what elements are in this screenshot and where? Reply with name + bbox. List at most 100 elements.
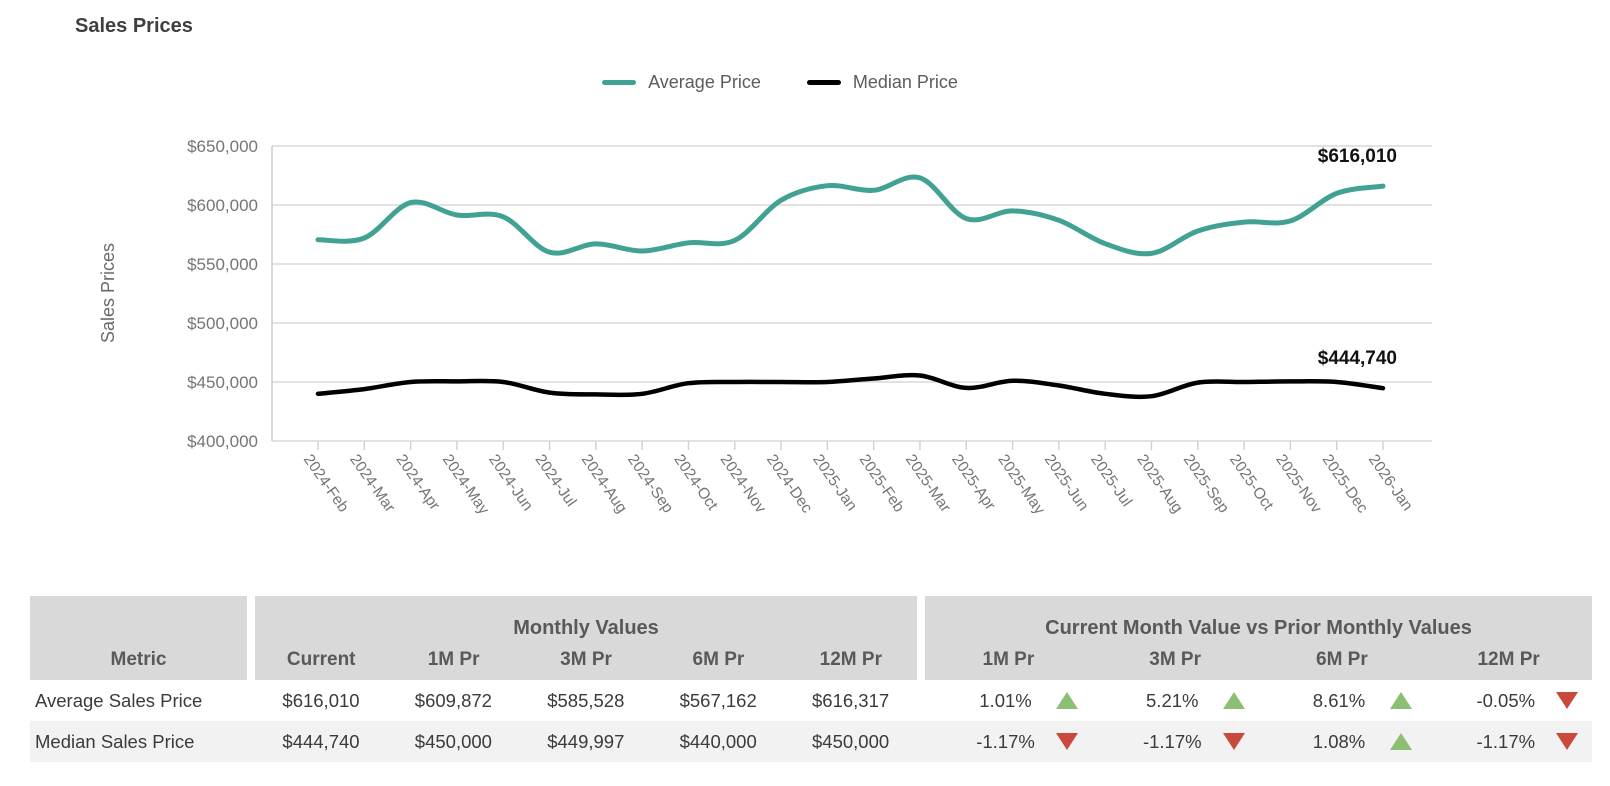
- x-axis-tick-label: 2025-Dec: [1319, 451, 1372, 516]
- y-axis-title: Sales Prices: [98, 243, 118, 343]
- y-axis-tick-label: $400,000: [187, 432, 258, 451]
- x-axis-tick-label: 2024-Jul: [531, 451, 579, 509]
- metric-name: Average Sales Price: [35, 689, 203, 711]
- x-axis-tick-label: 2025-Jun: [1041, 451, 1092, 514]
- comparison-cell: 1.08%: [1259, 721, 1426, 762]
- metric-name: Median Sales Price: [35, 730, 195, 752]
- comparison-cell: -1.17%: [1092, 721, 1259, 762]
- sales-prices-line-chart: $400,000 $450,000 $500,000 $550,000 $600,000…: [98, 137, 1432, 518]
- column-header: 12M Pr: [819, 649, 882, 670]
- arrow-down-icon: [1556, 692, 1579, 709]
- y-axis-tick-label: $550,000: [187, 255, 258, 274]
- x-axis-tick-label: 2024-Feb: [300, 451, 352, 515]
- percent-change-value: 1.08%: [1312, 730, 1366, 752]
- column-header: 3M Pr: [560, 649, 612, 670]
- monthly-values-group-title: Monthly Values: [513, 617, 659, 639]
- monthly-value-cell: $449,997: [547, 730, 625, 752]
- monthly-value-cell: $585,528: [547, 689, 625, 711]
- legend-item[interactable]: Median Price: [806, 72, 958, 93]
- monthly-value-cell: $450,000: [812, 730, 890, 752]
- series-end-value-label: $616,010: [1318, 146, 1397, 167]
- x-axis-tick-label: 2024-Sep: [624, 451, 676, 516]
- column-header: Current: [286, 649, 356, 670]
- monthly-value-cell: $609,872: [414, 689, 492, 711]
- monthly-value-cell: $567,162: [679, 689, 757, 711]
- percent-change-value: 8.61%: [1312, 689, 1366, 711]
- comparison-cell: 8.61%: [1259, 680, 1426, 721]
- x-axis-tick-label: 2024-Apr: [393, 451, 444, 513]
- legend-line-swatch-icon: [602, 80, 637, 85]
- comparison-cell: 1.01%: [925, 680, 1092, 721]
- arrow-down-icon: [1222, 733, 1245, 750]
- column-header: 3M Pr: [1149, 649, 1201, 670]
- legend-label: Median Price: [852, 72, 958, 92]
- x-axis-tick-label: 2026-Jan: [1365, 451, 1416, 514]
- x-axis-tick-label: 2025-May: [994, 451, 1048, 517]
- monthly-value-cell: $616,010: [282, 689, 360, 711]
- x-axis-tick-label: 2025-Sep: [1180, 451, 1232, 516]
- arrow-up-icon: [1222, 692, 1245, 709]
- percent-change-value: 1.01%: [979, 689, 1032, 711]
- legend-item[interactable]: Average Price: [602, 72, 761, 93]
- x-axis-tick-label: 2024-Dec: [763, 451, 816, 516]
- x-axis-tick-label: 2025-Mar: [902, 451, 954, 515]
- series-line-average-price: [315, 174, 1386, 257]
- page-title: Sales Prices: [75, 15, 193, 37]
- comparison-cell: -1.17%: [1425, 721, 1592, 762]
- column-header: 1M Pr: [982, 649, 1035, 670]
- monthly-value-cell: $440,000: [679, 730, 757, 752]
- metric-header-label: Metric: [110, 649, 167, 670]
- monthly-value-cell: $444,740: [282, 730, 360, 752]
- x-axis-tick-label: 2025-Jul: [1087, 451, 1135, 509]
- x-axis-tick-label: 2024-Mar: [346, 451, 398, 515]
- x-axis-tick-label: 2025-Aug: [1133, 451, 1185, 516]
- percent-change-value: -1.17%: [1142, 730, 1202, 752]
- x-axis-tick-label: 2025-Nov: [1272, 451, 1325, 516]
- chart-legend: Average Price Median Price: [150, 72, 1410, 93]
- table-header-comparison: Current Month Value vs Prior Monthly Val…: [925, 596, 1592, 680]
- arrow-up-icon: [1389, 692, 1412, 709]
- x-axis-tick-label: 2025-Jan: [809, 451, 860, 514]
- x-axis-tick-label: 2024-Oct: [670, 451, 721, 514]
- legend-label: Average Price: [648, 72, 761, 92]
- comparison-cell: -0.05%: [1425, 680, 1592, 721]
- x-axis-tick-label: 2025-Oct: [1226, 451, 1277, 514]
- y-axis-tick-label: $600,000: [187, 196, 258, 215]
- y-axis-tick-label: $450,000: [187, 373, 258, 392]
- column-header: 1M Pr: [427, 649, 480, 670]
- table-header-monthly-values: Monthly Values Current 1M Pr 3M Pr 6M Pr 12M…: [255, 596, 917, 680]
- percent-change-value: -1.17%: [976, 730, 1035, 752]
- legend-line-swatch-icon: [806, 80, 841, 85]
- x-axis-tick-label: 2024-May: [439, 451, 493, 517]
- column-header: 6M Pr: [1316, 649, 1368, 670]
- percent-change-value: 5.21%: [1146, 689, 1199, 711]
- table-header-metric: Metric: [30, 596, 247, 680]
- table-row: Average Sales Price $616,010 $609,872 $585,…: [30, 680, 1592, 721]
- table-row: Median Sales Price $444,740 $450,000 $449,9…: [30, 721, 1592, 762]
- comparison-group-title: Current Month Value vs Prior Monthly Val…: [1045, 617, 1472, 639]
- monthly-value-cell: $450,000: [414, 730, 492, 752]
- x-axis-tick-label: 2025-Feb: [856, 451, 908, 515]
- x-axis-tick-label: 2024-Aug: [578, 451, 630, 516]
- percent-change-value: -1.17%: [1476, 730, 1536, 752]
- column-header: 12M Pr: [1477, 649, 1540, 670]
- y-axis-tick-label: $650,000: [187, 137, 258, 156]
- arrow-up-icon: [1389, 733, 1412, 750]
- percent-change-value: -0.05%: [1476, 689, 1536, 711]
- arrow-down-icon: [1056, 733, 1078, 750]
- x-axis-tick-label: 2025-Apr: [948, 451, 999, 513]
- comparison-columns: 1M Pr 3M Pr 6M Pr 12M Pr: [925, 640, 1592, 680]
- comparison-cell: 5.21%: [1092, 680, 1259, 721]
- x-axis-tick-label: 2024-Jun: [485, 451, 536, 514]
- series-line-median-price: [315, 372, 1386, 400]
- x-axis-tick-label: 2024-Nov: [717, 451, 770, 516]
- monthly-values-columns: Current 1M Pr 3M Pr 6M Pr 12M Pr: [255, 640, 917, 680]
- y-axis-tick-label: $500,000: [187, 314, 258, 333]
- column-header: 6M Pr: [692, 649, 745, 670]
- monthly-value-cell: $616,317: [812, 689, 890, 711]
- arrow-up-icon: [1056, 692, 1078, 709]
- arrow-down-icon: [1556, 733, 1579, 750]
- series-end-value-label: $444,740: [1318, 348, 1397, 369]
- comparison-cell: -1.17%: [925, 721, 1092, 762]
